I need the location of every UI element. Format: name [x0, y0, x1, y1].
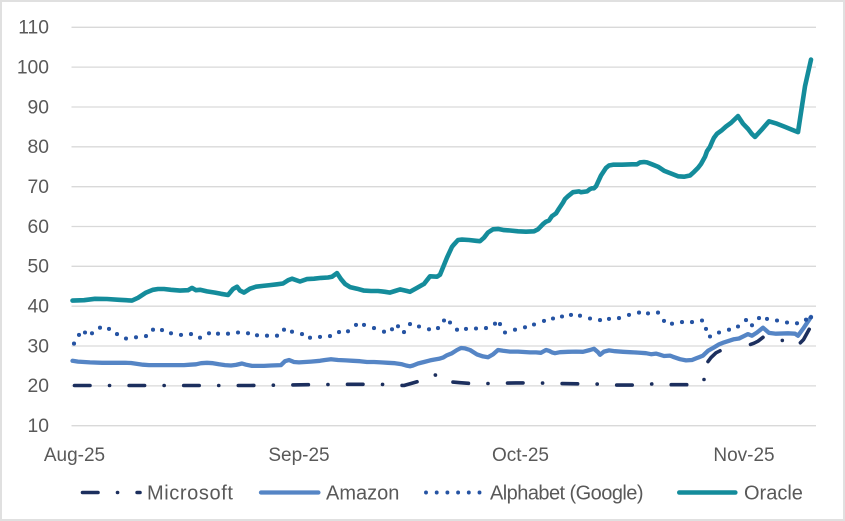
- svg-text:20: 20: [28, 376, 49, 397]
- svg-text:110: 110: [18, 18, 49, 39]
- svg-text:50: 50: [28, 257, 49, 278]
- svg-text:Oracle: Oracle: [744, 482, 803, 504]
- svg-text:100: 100: [17, 57, 49, 78]
- svg-text:Oct-25: Oct-25: [492, 445, 549, 466]
- svg-text:Microsoft: Microsoft: [147, 482, 234, 504]
- svg-text:Nov-25: Nov-25: [713, 445, 774, 466]
- svg-text:40: 40: [28, 297, 49, 318]
- svg-text:Alphabet (Google): Alphabet (Google): [490, 482, 643, 504]
- svg-text:10: 10: [28, 416, 49, 437]
- svg-text:Amazon: Amazon: [326, 482, 399, 504]
- svg-text:30: 30: [28, 336, 49, 357]
- svg-text:70: 70: [28, 177, 49, 198]
- svg-text:60: 60: [28, 217, 49, 238]
- svg-text:90: 90: [28, 97, 49, 118]
- svg-text:80: 80: [28, 137, 49, 158]
- svg-text:Aug-25: Aug-25: [44, 445, 105, 466]
- svg-text:Sep-25: Sep-25: [268, 445, 329, 466]
